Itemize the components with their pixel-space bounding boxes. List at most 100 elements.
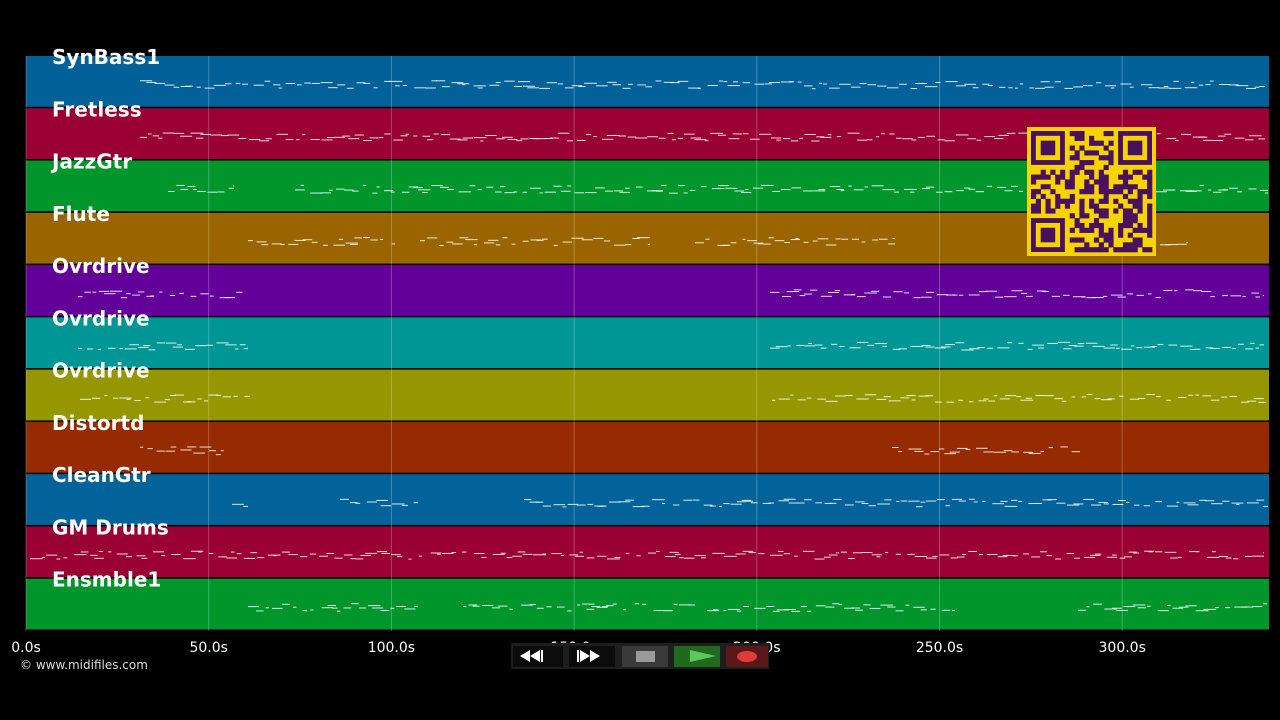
qr-module (1074, 237, 1080, 243)
icon (520, 650, 530, 662)
qr-module (1098, 247, 1104, 253)
qr-module (1045, 203, 1051, 209)
play-button[interactable] (674, 646, 720, 667)
qr-module (1074, 150, 1080, 156)
qr-module (1064, 203, 1071, 209)
qr-module (1079, 160, 1085, 166)
forward-button[interactable] (569, 646, 615, 667)
qr-module (1069, 184, 1075, 190)
qr-module (1142, 189, 1148, 195)
qr-module (1079, 222, 1085, 229)
qr-module (1084, 247, 1090, 253)
qr-module (1118, 247, 1124, 253)
tick-label: 100.0s (368, 640, 415, 656)
qr-module (1147, 232, 1153, 238)
qr-module (1132, 169, 1138, 175)
qr-module (1147, 247, 1153, 253)
qr-module (1147, 179, 1153, 185)
qr-module (1127, 189, 1133, 195)
tick-label: 50.0s (189, 640, 227, 656)
qr-module (1103, 164, 1109, 171)
qr-module (1127, 222, 1133, 229)
qr-module (1137, 237, 1143, 243)
qr-module (1093, 237, 1100, 243)
qr-module (1093, 208, 1100, 214)
qr-module (1147, 184, 1153, 190)
qr-module (1113, 184, 1119, 190)
qr-module (1137, 208, 1143, 214)
qr-module (1132, 247, 1138, 253)
qr-module (1108, 140, 1114, 146)
qr-module (1103, 174, 1109, 180)
qr-module (1098, 232, 1104, 238)
qr-module (1137, 222, 1143, 229)
qr-module (1137, 227, 1143, 233)
stop-button[interactable] (622, 646, 668, 667)
qr-module (1108, 150, 1114, 156)
qr-module (1055, 198, 1061, 204)
icon (590, 650, 600, 662)
qr-module (1147, 222, 1153, 229)
qr-module (1132, 198, 1138, 204)
qr-module (1074, 169, 1080, 175)
qr-module (1064, 198, 1071, 204)
qr-module (1118, 222, 1124, 229)
qr-module (1089, 227, 1095, 233)
icon (541, 650, 543, 662)
icon (737, 651, 757, 662)
qr-module (1122, 174, 1129, 180)
qr-module (1127, 232, 1133, 238)
qr-module (1108, 155, 1114, 161)
qr-module (1045, 208, 1051, 214)
qr-module (1098, 184, 1104, 190)
track-name: Ensmble1 (52, 568, 161, 592)
qr-module (1118, 232, 1124, 238)
qr-code (1027, 127, 1156, 256)
qr-module (1132, 203, 1138, 209)
qr-module (1084, 160, 1090, 166)
qr-module (1108, 189, 1114, 195)
qr-module (1089, 222, 1095, 229)
qr-module (1079, 131, 1085, 137)
qr-module (1084, 242, 1090, 248)
qr-module (1069, 227, 1075, 233)
qr-module (1103, 189, 1109, 195)
qr-module (1089, 140, 1095, 146)
record-button[interactable] (726, 646, 768, 667)
qr-module (1108, 227, 1114, 233)
qr-module (1079, 247, 1085, 253)
track-name: Ovrdrive (52, 359, 150, 383)
qr-module (1050, 208, 1056, 214)
qr-module (1132, 242, 1138, 248)
qr-finder (1040, 140, 1056, 156)
qr-module (1122, 222, 1129, 229)
qr-module (1045, 184, 1051, 190)
qr-module (1142, 227, 1148, 233)
qr-module (1113, 198, 1119, 204)
track-name: GM Drums (52, 515, 169, 539)
qr-module (1098, 213, 1104, 219)
qr-module (1031, 179, 1037, 185)
qr-module (1089, 135, 1095, 141)
qr-module (1137, 193, 1143, 200)
qr-module (1122, 208, 1129, 214)
qr-module (1079, 208, 1085, 214)
qr-module (1122, 218, 1129, 224)
qr-module (1074, 131, 1080, 137)
qr-module (1089, 203, 1095, 209)
qr-module (1084, 227, 1090, 233)
rewind-button[interactable] (513, 646, 563, 667)
qr-module (1074, 135, 1080, 141)
qr-module (1098, 222, 1104, 229)
track-name: Flute (52, 202, 110, 226)
qr-module (1113, 208, 1119, 214)
copyright: © www.midifiles.com (20, 658, 148, 672)
track-lane (26, 421, 1269, 473)
qr-module (1118, 189, 1124, 195)
qr-module (1069, 131, 1075, 137)
qr-module (1031, 208, 1037, 214)
qr-module (1113, 247, 1119, 253)
track-lane (26, 317, 1269, 369)
qr-module (1079, 237, 1085, 243)
